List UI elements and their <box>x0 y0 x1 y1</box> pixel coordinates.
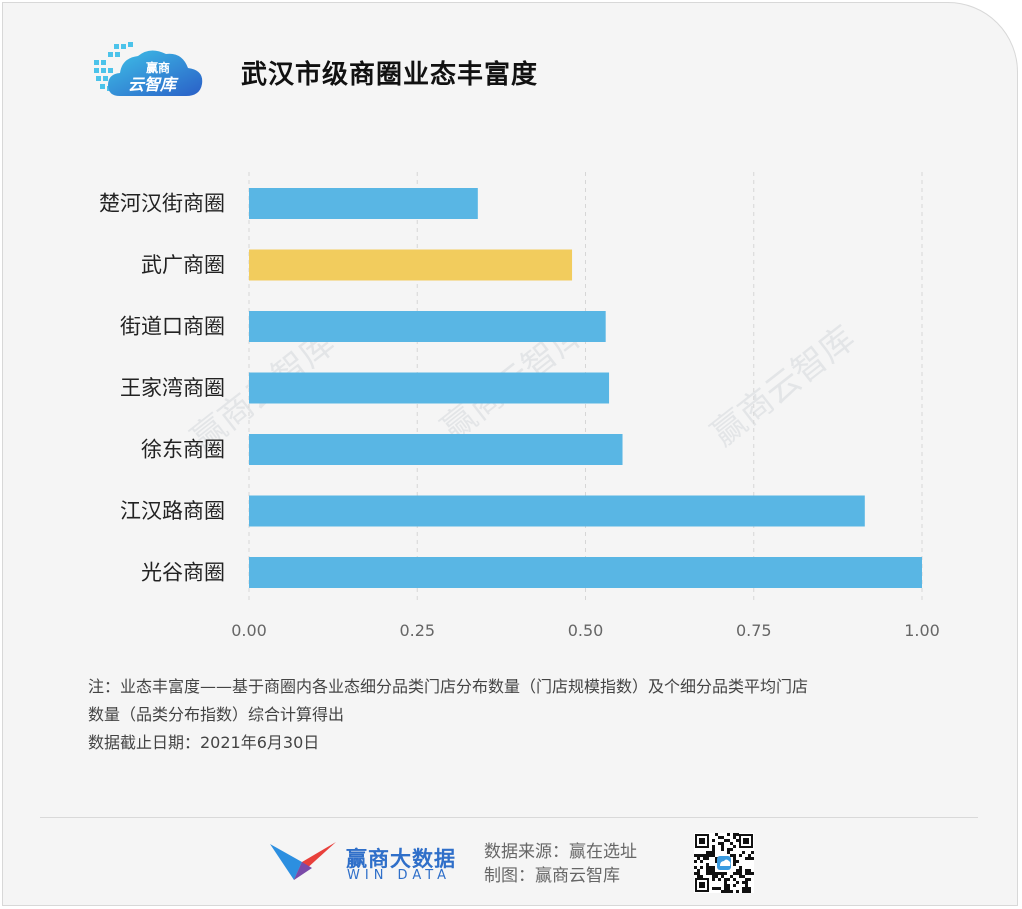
category-label: 王家湾商圈 <box>120 376 225 400</box>
chart-maker: 制图：赢商云智库 <box>484 866 620 886</box>
qr-code-icon <box>694 833 754 893</box>
footnote: 注：业态丰富度——基于商圈内各业态细分品类门店分布数量（门店规模指数）及个细分品… <box>88 673 948 757</box>
bar <box>249 495 865 527</box>
bar <box>249 434 623 465</box>
data-source: 数据来源：赢在选址 <box>484 842 637 862</box>
x-tick-label: 0.50 <box>568 621 604 640</box>
bar <box>249 249 573 281</box>
x-tick-label: 1.00 <box>904 621 940 640</box>
note-line-2: 数量（品类分布指数）综合计算得出 <box>88 705 345 724</box>
category-label: 楚河汉街商圈 <box>99 192 225 216</box>
logo-text-top: 赢商 <box>146 60 170 75</box>
note-line-1: 注：业态丰富度——基于商圈内各业态细分品类门店分布数量（门店规模指数）及个细分品… <box>88 677 809 696</box>
brand-name: 赢商大数据 <box>346 847 456 871</box>
bars <box>249 188 922 588</box>
note-line-3: 数据截止日期：2021年6月30日 <box>88 733 320 752</box>
x-tick-label: 0.00 <box>231 621 267 640</box>
logo-text-bottom: 云智库 <box>128 75 179 94</box>
category-label: 徐东商圈 <box>141 438 225 462</box>
watermark-text: 赢商云智库 <box>704 318 863 454</box>
source-block: 数据来源：赢在选址 制图：赢商云智库 <box>484 840 637 888</box>
bar <box>249 311 606 342</box>
category-label: 街道口商圈 <box>120 315 225 339</box>
x-tick-label: 0.75 <box>736 621 772 640</box>
x-tick-labels: 0.00 0.25 0.50 0.75 1.00 <box>231 621 940 640</box>
yingshang-cloud-logo: 赢商 云智库 <box>94 42 203 96</box>
category-label: 武广商圈 <box>141 253 225 277</box>
category-label: 江汉路商圈 <box>120 499 225 523</box>
chart-title: 武汉市级商圈业态丰富度 <box>241 60 539 90</box>
divider <box>40 817 978 818</box>
category-label: 光谷商圈 <box>141 561 225 585</box>
windata-logo-icon <box>270 842 336 880</box>
bar <box>249 188 478 219</box>
x-tick-label: 0.25 <box>399 621 435 640</box>
brand-name-en: WIN DATA <box>347 868 452 883</box>
bar <box>249 557 922 588</box>
bar <box>249 372 610 404</box>
